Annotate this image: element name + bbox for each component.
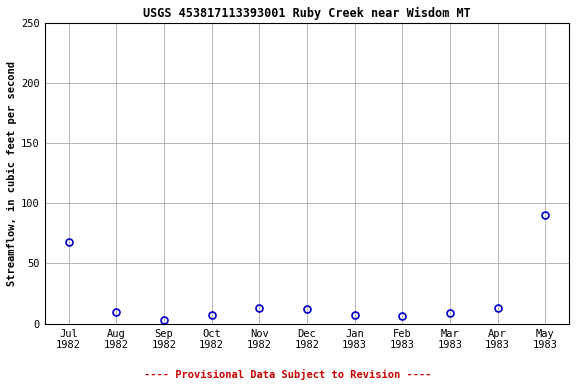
Text: ---- Provisional Data Subject to Revision ----: ---- Provisional Data Subject to Revisio… <box>144 369 432 380</box>
Y-axis label: Streamflow, in cubic feet per second: Streamflow, in cubic feet per second <box>7 61 17 286</box>
Title: USGS 453817113393001 Ruby Creek near Wisdom MT: USGS 453817113393001 Ruby Creek near Wis… <box>143 7 471 20</box>
